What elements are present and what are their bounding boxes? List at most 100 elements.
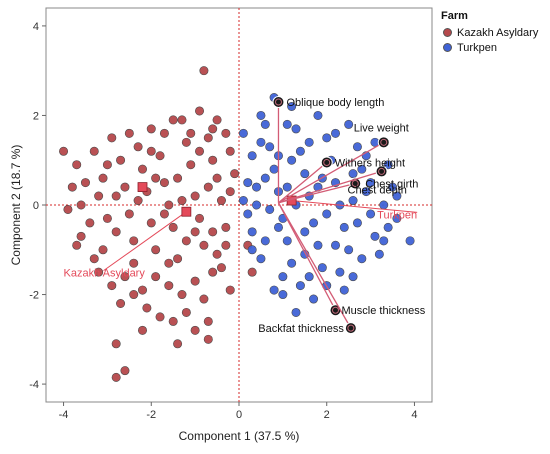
point-turkpen: [291, 307, 301, 317]
point-kazakh-asyldary: [129, 290, 139, 300]
point-turkpen: [352, 142, 362, 152]
legend-label-turkpen: Turkpen: [457, 41, 497, 54]
point-kazakh-asyldary: [212, 249, 222, 259]
legend-title: Farm: [441, 10, 468, 22]
point-turkpen: [260, 173, 270, 183]
point-kazakh-asyldary: [203, 334, 213, 344]
point-turkpen: [322, 209, 332, 219]
point-kazakh-asyldary: [208, 124, 218, 134]
point-kazakh-asyldary: [230, 169, 240, 179]
point-turkpen: [309, 294, 319, 304]
point-kazakh-asyldary: [216, 263, 226, 273]
point-turkpen: [300, 227, 310, 237]
loading-vector-line: [278, 182, 356, 204]
y-tick-label: 2: [33, 110, 39, 122]
point-kazakh-asyldary: [98, 173, 108, 183]
point-turkpen: [344, 119, 354, 129]
point-kazakh-asyldary: [168, 222, 178, 232]
point-turkpen: [304, 137, 314, 147]
point-kazakh-asyldary: [120, 272, 130, 282]
y-tick-label: -4: [29, 379, 39, 391]
legend-swatch-kazakh-asyldary: [443, 28, 452, 37]
point-turkpen: [300, 169, 310, 179]
point-kazakh-asyldary: [76, 231, 86, 241]
point-turkpen: [361, 187, 371, 197]
point-kazakh-asyldary: [146, 124, 156, 134]
point-kazakh-asyldary: [164, 281, 174, 291]
point-kazakh-asyldary: [195, 146, 205, 156]
point-turkpen: [295, 281, 305, 291]
point-kazakh-asyldary: [80, 178, 90, 188]
point-kazakh-asyldary: [94, 191, 104, 201]
point-turkpen: [304, 272, 314, 282]
loading-vector-line: [277, 202, 337, 311]
point-turkpen: [282, 119, 292, 129]
point-turkpen: [278, 290, 288, 300]
point-turkpen: [252, 182, 262, 192]
point-kazakh-asyldary: [89, 254, 99, 264]
loading-vector-tip: [377, 136, 390, 149]
point-kazakh-asyldary: [111, 372, 121, 382]
point-turkpen: [295, 146, 305, 156]
legend-label-kazakh-asyldary: Kazakh Asyldary: [457, 26, 539, 39]
point-kazakh-asyldary: [85, 218, 95, 228]
centroid-label: Turkpen: [377, 209, 417, 221]
point-turkpen: [260, 119, 270, 129]
point-kazakh-asyldary: [177, 290, 187, 300]
centroid-marker: [181, 206, 192, 217]
point-kazakh-asyldary: [129, 258, 139, 268]
point-kazakh-asyldary: [190, 276, 200, 286]
point-turkpen: [383, 160, 393, 170]
point-kazakh-asyldary: [142, 303, 152, 313]
legend-item-turkpen[interactable]: Turkpen: [443, 40, 538, 55]
point-turkpen: [392, 191, 402, 201]
y-tick-label: -2: [29, 290, 39, 302]
group-centroids: Kazakh Asyldary Turkpen: [64, 182, 418, 280]
point-kazakh-asyldary: [159, 128, 169, 138]
point-turkpen: [238, 196, 248, 206]
point-turkpen: [339, 222, 349, 232]
point-turkpen: [317, 263, 327, 273]
point-kazakh-asyldary: [67, 182, 77, 192]
x-tick-label: 2: [324, 409, 330, 421]
point-kazakh-asyldary: [190, 191, 200, 201]
point-kazakh-asyldary: [76, 200, 86, 210]
point-kazakh-asyldary: [221, 128, 231, 138]
point-turkpen: [256, 137, 266, 147]
loading-vector-tip: [375, 165, 388, 178]
point-turkpen: [309, 218, 319, 228]
point-kazakh-asyldary: [186, 128, 196, 138]
point-turkpen: [348, 169, 358, 179]
loading-vector-tip-ring: [332, 306, 339, 314]
point-turkpen: [291, 124, 301, 134]
point-turkpen: [278, 272, 288, 282]
point-turkpen: [330, 240, 340, 250]
legend-item-kazakh-asyldary[interactable]: Kazakh Asyldary: [443, 25, 538, 40]
point-kazakh-asyldary: [124, 209, 134, 219]
point-kazakh-asyldary: [72, 240, 82, 250]
point-kazakh-asyldary: [203, 182, 213, 192]
point-kazakh-asyldary: [151, 173, 161, 183]
point-kazakh-asyldary: [72, 160, 82, 170]
loading-vector-tip-ring: [323, 158, 331, 166]
loading-vector-tip-ring: [378, 167, 386, 175]
point-kazakh-asyldary: [146, 146, 156, 156]
point-turkpen: [247, 151, 257, 161]
point-kazakh-asyldary: [203, 133, 213, 143]
point-kazakh-asyldary: [138, 285, 148, 295]
loading-vector-tip-ring: [274, 98, 282, 106]
loading-vectors: Oblique body length Live weight Withers he…: [258, 96, 426, 335]
point-kazakh-asyldary: [225, 146, 235, 156]
point-kazakh-asyldary: [199, 240, 209, 250]
point-turkpen: [260, 236, 270, 246]
point-turkpen: [352, 218, 362, 228]
loading-vector-label: Chest girth: [365, 179, 418, 191]
point-turkpen: [247, 245, 257, 255]
point-kazakh-asyldary: [138, 164, 148, 174]
point-kazakh-asyldary: [98, 245, 108, 255]
loading-vector-tip-ring: [380, 138, 388, 146]
point-kazakh-asyldary: [107, 133, 117, 143]
point-turkpen: [282, 182, 292, 192]
point-turkpen: [256, 254, 266, 264]
